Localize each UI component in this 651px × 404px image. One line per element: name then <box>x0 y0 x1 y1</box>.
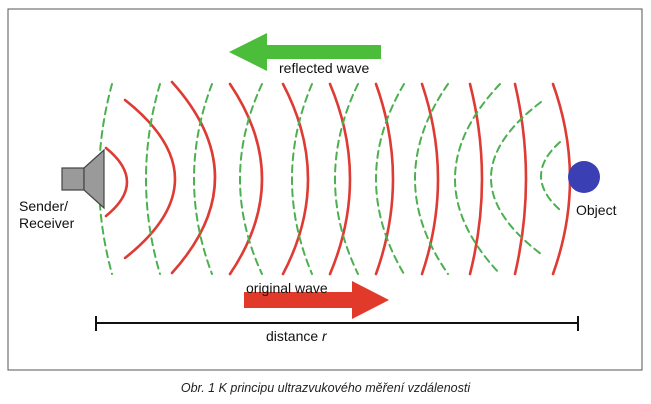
wave-fronts <box>98 80 572 276</box>
original-wave-front <box>551 82 572 276</box>
original-wave-front <box>468 82 484 276</box>
figure-frame <box>7 8 643 371</box>
reflected-wave-front <box>334 83 359 275</box>
reflected-wave-label: reflected wave <box>279 60 370 76</box>
distance-label: distance r <box>266 329 327 343</box>
reflected-wave-front <box>454 83 501 275</box>
distance-variable: r <box>322 328 327 344</box>
original-wave-front <box>228 82 264 276</box>
reflected-wave-front <box>540 141 561 211</box>
original-wave-front <box>374 82 395 276</box>
sender-label-line2: Receiver <box>19 215 75 231</box>
distance-dimension-line <box>95 316 579 331</box>
object-label: Object <box>576 202 617 218</box>
original-wave-front <box>420 82 440 276</box>
original-wave-front <box>123 98 177 260</box>
distance-text: distance <box>266 328 319 344</box>
speaker-icon <box>61 148 105 210</box>
reflected-wave-front <box>291 83 313 275</box>
circle-object-icon <box>568 161 600 193</box>
original-wave-front <box>328 82 352 276</box>
sender-label-line1: Sender/ <box>19 198 69 214</box>
original-wave-label: original wave <box>246 280 328 296</box>
reflected-wave-front <box>490 101 542 255</box>
reflected-wave-front <box>375 83 405 275</box>
reflected-wave-front <box>193 83 213 275</box>
reflected-wave-arrow <box>229 33 381 71</box>
original-wave-arrow <box>244 281 389 319</box>
reflected-wave-front <box>145 83 161 275</box>
figure-caption: Obr. 1 K principu ultrazvukového měření … <box>180 381 471 395</box>
original-wave-front <box>170 80 217 275</box>
original-wave-front <box>104 146 129 218</box>
reflected-wave-front <box>414 83 449 275</box>
sender-receiver-label: Sender/ Receiver <box>19 198 89 232</box>
reflected-wave-front <box>239 83 263 275</box>
original-wave-front <box>281 82 310 276</box>
original-wave-front <box>513 82 528 276</box>
